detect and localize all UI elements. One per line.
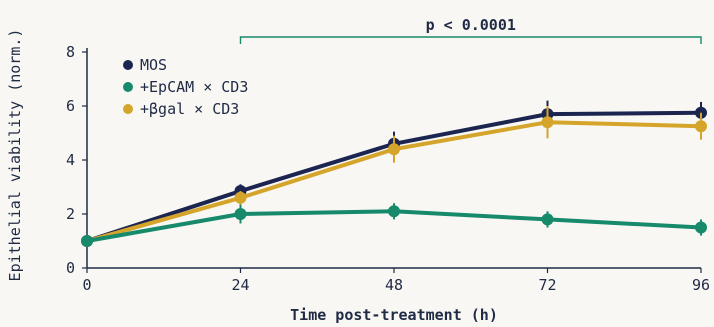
x-axis-label: Time post-treatment (h) (290, 306, 498, 324)
legend-item: +EpCAM × CD3 (123, 78, 248, 96)
significance-annotation: p < 0.0001 (239, 16, 702, 44)
data-point (234, 191, 247, 204)
y-tick-label: 0 (66, 259, 75, 277)
y-tick-label: 4 (66, 151, 75, 169)
data-point (541, 116, 554, 129)
x-tick-label: 96 (692, 276, 710, 294)
x-tick-label: 48 (385, 276, 403, 294)
y-tick-label: 8 (66, 43, 75, 61)
x-tick-label: 72 (538, 276, 556, 294)
y-axis-label: Epithelial viability (norm.) (6, 29, 24, 282)
legend-marker (123, 60, 133, 70)
legend-marker (123, 82, 133, 92)
significance-bracket (239, 36, 702, 44)
data-point (541, 213, 554, 226)
x-tick-label: 24 (231, 276, 249, 294)
data-point (234, 208, 247, 220)
data-point (388, 205, 400, 218)
legend-item: +βgal × CD3 (123, 100, 239, 118)
legend-label: +EpCAM × CD3 (140, 78, 248, 96)
series (81, 203, 707, 247)
legend: MOS +EpCAM × CD3 +βgal × CD3 (123, 56, 248, 118)
legend-label: MOS (140, 56, 167, 74)
data-point (81, 235, 93, 247)
legend-marker (123, 104, 133, 114)
legend-item: MOS (123, 56, 167, 74)
series-group (81, 100, 707, 247)
y-tick-label: 2 (66, 205, 75, 223)
data-point (695, 221, 707, 234)
data-point (695, 120, 707, 133)
y-tick-label: 6 (66, 97, 75, 115)
x-tick-label: 0 (82, 276, 91, 294)
data-point (388, 143, 400, 156)
legend-label: +βgal × CD3 (140, 100, 239, 118)
significance-label: p < 0.0001 (426, 16, 516, 34)
